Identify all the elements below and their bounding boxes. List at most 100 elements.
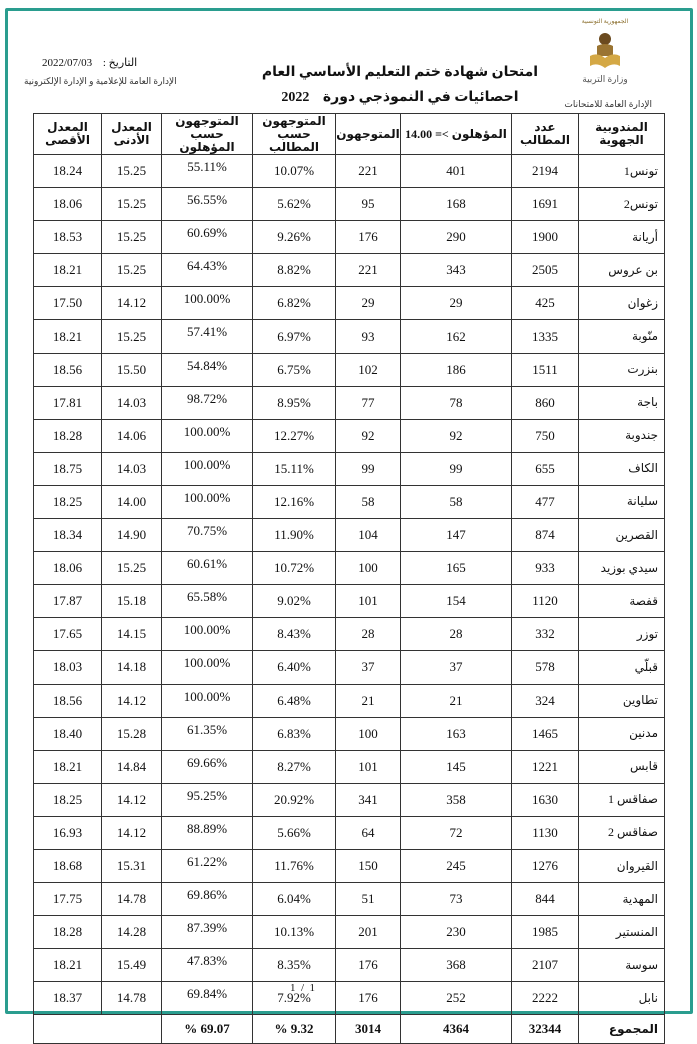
media-department: الإدارة العامة للإعلامية و الإدارة الإلك… xyxy=(24,76,177,86)
value-cell: 11.90% xyxy=(252,518,336,553)
value-cell: 14.84 xyxy=(101,749,162,784)
value-cell: 221 xyxy=(335,153,401,189)
region-cell: قبلّي xyxy=(578,650,665,685)
table-row: باجة 860 78 77 8.95% 98.72% 14.03 17.81 xyxy=(33,385,665,420)
value-cell: 77 xyxy=(335,385,401,420)
value-cell: 88.89% xyxy=(161,815,253,850)
page-number: 1 / 1 xyxy=(290,982,316,994)
value-cell: 18.68 xyxy=(33,848,102,884)
value-cell: 73 xyxy=(400,882,512,917)
region-cell: مدنين xyxy=(578,716,665,751)
value-cell: 17.50 xyxy=(33,286,102,321)
date-label: التاريخ : xyxy=(102,57,138,69)
table-row: بن عروس 2505 343 221 8.82% 64.43% 15.25 18.21 xyxy=(33,253,665,288)
table-row: قبلّي 578 37 37 6.40% 100.00% 14.18 18.03 xyxy=(33,650,665,685)
value-cell: 147 xyxy=(400,518,512,553)
value-cell: 324 xyxy=(511,683,579,718)
region-cell: جندوبة xyxy=(578,418,665,453)
value-cell: 15.28 xyxy=(101,716,162,751)
value-cell: 28 xyxy=(400,617,512,652)
value-cell: 69.66% xyxy=(161,749,253,784)
value-cell: 95 xyxy=(335,187,401,222)
table-row: توزر 332 28 28 8.43% 100.00% 14.15 17.65 xyxy=(33,617,665,652)
value-cell: 18.40 xyxy=(33,716,102,751)
value-cell: 100.00% xyxy=(161,418,253,453)
table-row: أريانة 1900 290 176 9.26% 60.69% 15.25 18.53 xyxy=(33,220,665,255)
value-cell: 14.12 xyxy=(101,683,162,718)
value-cell: 162 xyxy=(400,319,512,354)
value-cell: 54.84% xyxy=(161,352,253,387)
value-cell: 55.11% xyxy=(161,153,253,189)
table-row: زغوان 425 29 29 6.82% 100.00% 14.12 17.50 xyxy=(33,286,665,321)
value-cell: 11.76% xyxy=(252,848,336,884)
value-cell: 18.25 xyxy=(33,782,102,817)
table-row: القيروان 1276 245 150 11.76% 61.22% 15.31 18.68 xyxy=(33,848,665,884)
value-cell: 245 xyxy=(400,848,512,884)
value-cell: 12.16% xyxy=(252,484,336,520)
date-row: التاريخ : 2022/07/03 xyxy=(38,56,141,69)
value-cell: 2505 xyxy=(511,253,579,288)
value-cell: 15.49 xyxy=(101,948,162,983)
value-cell: 69.84% xyxy=(161,981,253,1016)
total-value: 3014 xyxy=(335,1014,401,1044)
value-cell: 65.58% xyxy=(161,584,253,619)
value-cell: 8.35% xyxy=(252,948,336,983)
value-cell: 18.24 xyxy=(33,153,102,189)
value-cell: 252 xyxy=(400,981,512,1016)
exam-department: الإدارة العامة للامتحانات xyxy=(564,99,652,109)
value-cell: 1630 xyxy=(511,782,579,817)
total-label: المجموع xyxy=(578,1014,665,1044)
value-cell: 2107 xyxy=(511,948,579,983)
value-cell: 343 xyxy=(400,253,512,288)
value-cell: 15.25 xyxy=(101,319,162,354)
value-cell: 17.81 xyxy=(33,385,102,420)
value-cell: 17.65 xyxy=(33,617,102,652)
value-cell: 10.72% xyxy=(252,551,336,586)
table-row: القصرين 874 147 104 11.90% 70.75% 14.90 18.34 xyxy=(33,518,665,553)
value-cell: 1221 xyxy=(511,749,579,784)
table-row: تونس2 1691 168 95 5.62% 56.55% 15.25 18.06 xyxy=(33,187,665,222)
value-cell: 58 xyxy=(400,484,512,520)
value-cell: 29 xyxy=(400,286,512,321)
value-cell: 860 xyxy=(511,385,579,420)
region-cell: القصرين xyxy=(578,518,665,553)
value-cell: 8.27% xyxy=(252,749,336,784)
value-cell: 100.00% xyxy=(161,617,253,652)
value-cell: 14.00 xyxy=(101,484,162,520)
value-cell: 10.13% xyxy=(252,915,336,950)
session-year: 2022 xyxy=(281,90,310,105)
value-cell: 100 xyxy=(335,716,401,751)
value-cell: 78 xyxy=(400,385,512,420)
region-cell: سليانة xyxy=(578,484,665,520)
value-cell: 29 xyxy=(335,286,401,321)
value-cell: 37 xyxy=(400,650,512,685)
value-cell: 8.95% xyxy=(252,385,336,420)
value-cell: 102 xyxy=(335,352,401,387)
value-cell: 18.25 xyxy=(33,484,102,520)
value-cell: 6.48% xyxy=(252,683,336,718)
value-cell: 18.21 xyxy=(33,319,102,354)
value-cell: 874 xyxy=(511,518,579,553)
value-cell: 401 xyxy=(400,153,512,189)
column-header: المعدل الأدنى xyxy=(101,113,162,155)
value-cell: 14.06 xyxy=(101,418,162,453)
table-row: صفاقس 1 1630 358 341 20.92% 95.25% 14.12 18.25 xyxy=(33,782,665,817)
value-cell: 100.00% xyxy=(161,286,253,321)
value-cell: 14.12 xyxy=(101,782,162,817)
value-cell: 176 xyxy=(335,948,401,983)
value-cell: 8.82% xyxy=(252,253,336,288)
table-row: قابس 1221 145 101 8.27% 69.66% 14.84 18.21 xyxy=(33,749,665,784)
value-cell: 6.97% xyxy=(252,319,336,354)
page-title: امتحان شهادة ختم التعليم الأساسي العام xyxy=(261,65,539,80)
value-cell: 14.03 xyxy=(101,451,162,486)
value-cell: 101 xyxy=(335,749,401,784)
value-cell: 47.83% xyxy=(161,948,253,983)
value-cell: 61.35% xyxy=(161,716,253,751)
value-cell: 14.12 xyxy=(101,815,162,850)
region-cell: قفصة xyxy=(578,584,665,619)
column-header: المتوجهون حسب المطالب xyxy=(252,113,336,155)
region-cell: توزر xyxy=(578,617,665,652)
value-cell: 1985 xyxy=(511,915,579,950)
value-cell: 290 xyxy=(400,220,512,255)
region-cell: قابس xyxy=(578,749,665,784)
